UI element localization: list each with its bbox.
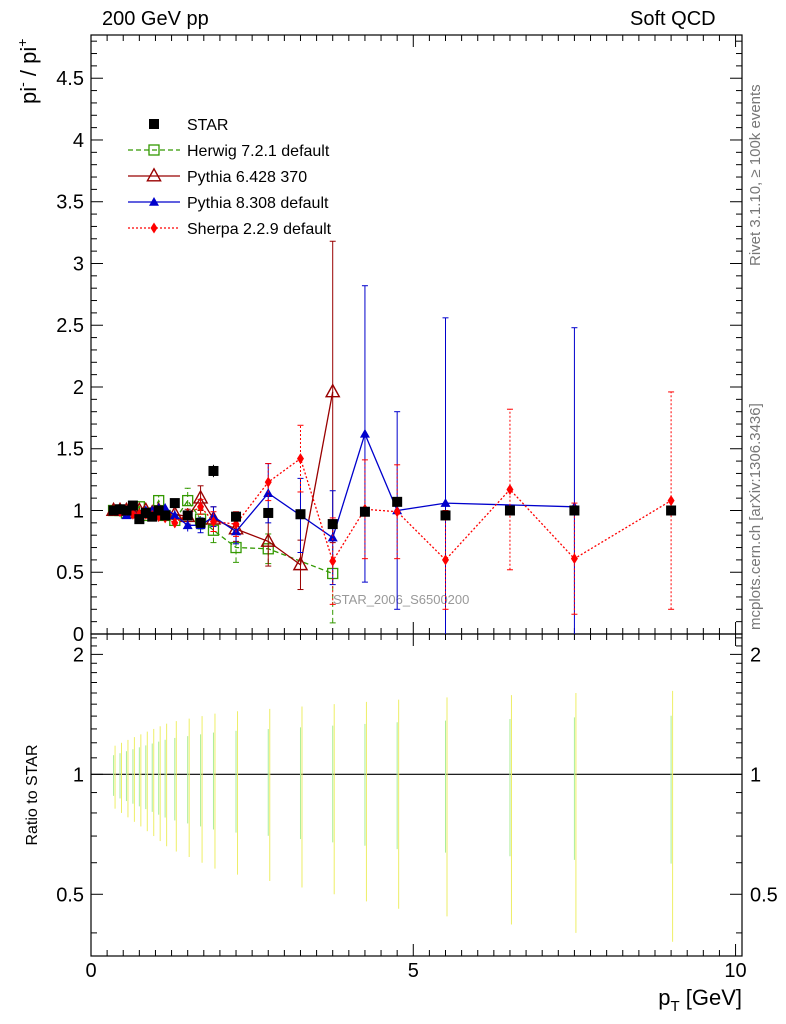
point-sherpa-2-2-9-default <box>506 483 514 495</box>
legend-entry: STAR <box>187 117 228 134</box>
point-star <box>263 507 274 518</box>
point-pythia-8-308-default <box>169 510 180 520</box>
point-pythia-8-308-default <box>440 498 451 507</box>
ratio-y-tick-label: 1 <box>73 764 84 786</box>
y-tick-label: 4 <box>73 130 84 152</box>
point-star <box>108 505 119 516</box>
point-star <box>140 507 151 518</box>
point-herwig-7-2-1-default <box>182 494 194 507</box>
point-star <box>121 505 132 516</box>
y-tick-label: 4.5 <box>56 68 84 90</box>
point-star <box>182 510 193 521</box>
point-star <box>569 505 580 516</box>
y-tick-label: 0.5 <box>56 562 84 584</box>
ratio-y-tick-label: 0.5 <box>56 884 84 906</box>
point-sherpa-2-2-9-default <box>393 506 401 518</box>
y-tick-label: 0 <box>73 624 84 646</box>
point-star <box>115 504 126 515</box>
point-pythia-8-308-default <box>327 532 338 542</box>
analysis-watermark: STAR_2006_S6500200 <box>333 592 469 607</box>
point-star <box>359 506 370 517</box>
header-right: Soft QCD <box>630 8 716 30</box>
point-star <box>147 511 158 522</box>
point-star <box>327 519 338 530</box>
ratio-y-tick-label-right: 0.5 <box>750 884 778 906</box>
series-line-pythia-8-308-default <box>113 432 575 539</box>
y-tick-label: 3.5 <box>56 192 84 214</box>
y-tick-label: 2 <box>73 377 84 399</box>
legend-marker <box>146 167 162 182</box>
point-star <box>295 509 306 520</box>
y-tick-label: 1 <box>73 500 84 522</box>
point-sherpa-2-2-9-default <box>570 553 578 565</box>
legend-entry: Sherpa 2.2.9 default <box>187 221 332 238</box>
x-tick-label: 10 <box>724 960 746 982</box>
point-pythia-6-428-370 <box>324 383 341 398</box>
point-star <box>169 498 180 509</box>
ratio-y-tick-label-right: 2 <box>750 644 761 666</box>
point-star <box>134 514 145 525</box>
x-tick-label: 0 <box>85 960 96 982</box>
point-pythia-6-428-370 <box>292 556 309 571</box>
point-sherpa-2-2-9-default <box>197 501 205 513</box>
point-star <box>504 505 515 516</box>
point-pythia-6-428-370 <box>260 532 277 547</box>
point-sherpa-2-2-9-default <box>442 554 450 566</box>
y-tick-label: 1.5 <box>56 439 84 461</box>
header-left: 200 GeV pp <box>102 8 209 30</box>
point-sherpa-2-2-9-default <box>667 495 675 507</box>
point-pythia-8-308-default <box>359 428 370 438</box>
point-sherpa-2-2-9-default <box>329 555 337 567</box>
ratio-frame <box>90 633 743 957</box>
y-tick-label: 3 <box>73 253 84 275</box>
point-star <box>195 517 206 528</box>
point-sherpa-2-2-9-default <box>171 517 179 529</box>
series-line-sherpa-2-2-9-default <box>113 457 672 563</box>
ratio-y-axis-label: Ratio to STAR <box>24 744 41 845</box>
point-sherpa-2-2-9-default <box>209 516 217 528</box>
legend-marker <box>148 144 160 156</box>
point-star <box>440 510 451 521</box>
legend-marker <box>149 119 159 129</box>
point-star <box>392 496 403 507</box>
ratio-y-tick-label: 2 <box>73 644 84 666</box>
point-sherpa-2-2-9-default <box>296 453 304 465</box>
ratio-y-tick-label-right: 1 <box>750 764 761 786</box>
point-sherpa-2-2-9-default <box>264 476 272 488</box>
legend-marker <box>150 222 158 234</box>
point-star <box>127 500 138 511</box>
point-pythia-8-308-default <box>182 520 193 530</box>
point-star <box>666 505 677 516</box>
legend-entry: Herwig 7.2.1 default <box>187 143 330 160</box>
legend-entry: Pythia 8.308 default <box>187 195 329 212</box>
legend-marker <box>149 197 159 206</box>
legend-entry: Pythia 6.428 370 <box>187 169 307 186</box>
y-tick-label: 2.5 <box>56 315 84 337</box>
x-axis-label: pT [GeV] <box>658 985 742 1015</box>
point-star <box>208 465 219 476</box>
y-axis-label: pi- / pi+ <box>14 39 41 104</box>
point-star <box>160 510 171 521</box>
x-tick-label: 5 <box>408 960 419 982</box>
point-star <box>153 505 164 516</box>
point-star <box>231 511 242 522</box>
